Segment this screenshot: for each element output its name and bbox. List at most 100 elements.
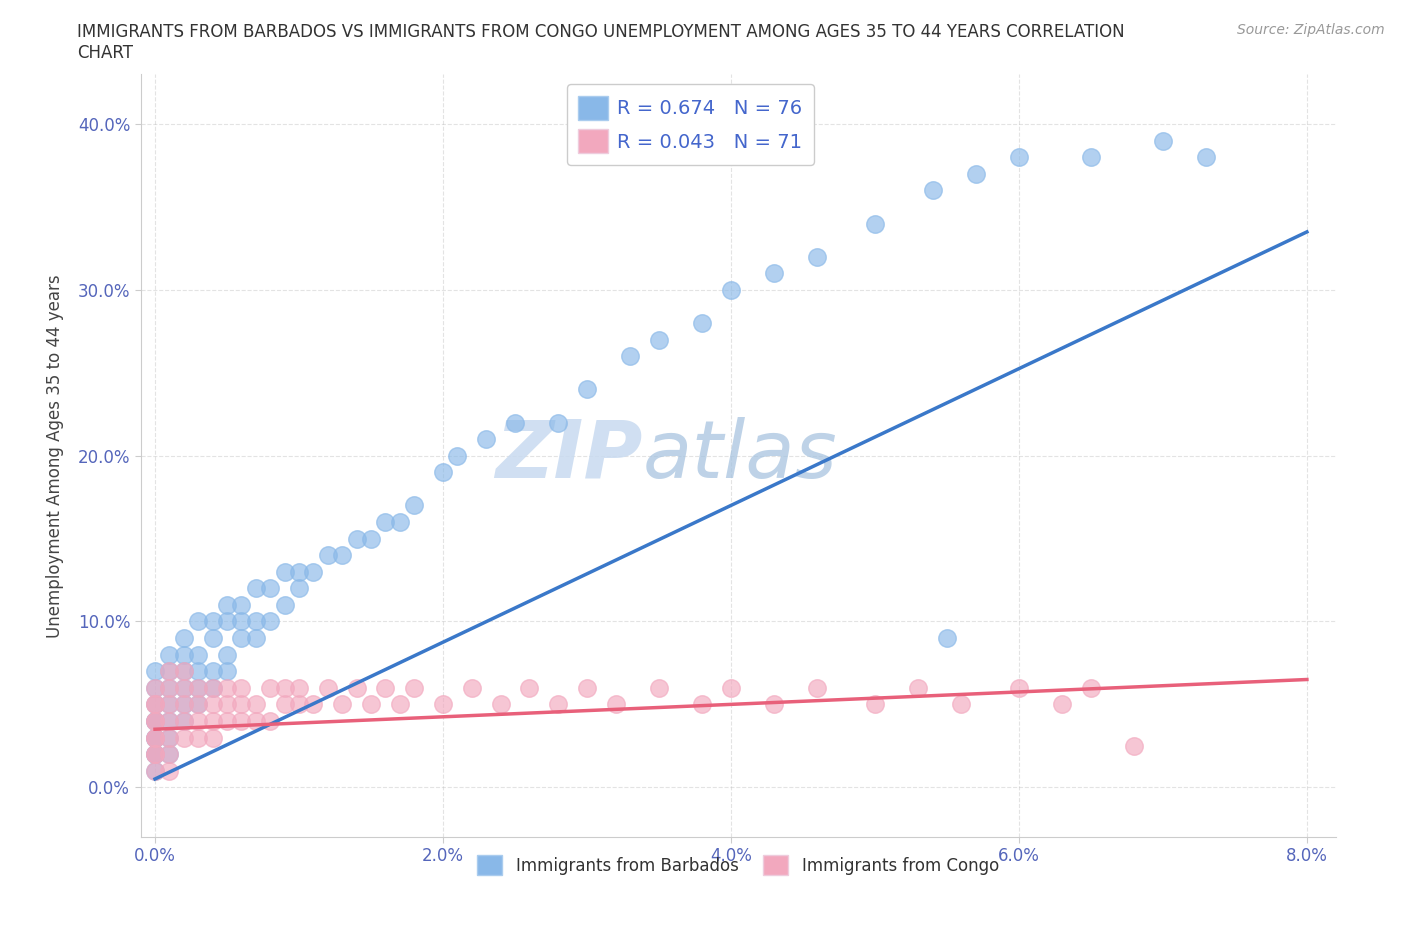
Point <box>404 498 426 512</box>
Point <box>231 631 253 645</box>
Point <box>388 697 411 711</box>
Point <box>201 713 224 728</box>
Point <box>330 548 353 563</box>
Point <box>215 697 238 711</box>
Point <box>143 681 166 696</box>
Point <box>201 681 224 696</box>
Point <box>187 681 209 696</box>
Point <box>489 697 512 711</box>
Point <box>259 681 281 696</box>
Point <box>346 681 368 696</box>
Point <box>173 664 195 679</box>
Point <box>1008 150 1031 165</box>
Point <box>519 681 541 696</box>
Point <box>461 681 484 696</box>
Point <box>302 697 325 711</box>
Point <box>215 681 238 696</box>
Point <box>173 697 195 711</box>
Point <box>259 581 281 596</box>
Point <box>475 432 498 446</box>
Point <box>1123 738 1146 753</box>
Point <box>157 681 180 696</box>
Point <box>187 730 209 745</box>
Point <box>231 614 253 629</box>
Point <box>763 697 786 711</box>
Point <box>806 249 828 264</box>
Point <box>575 382 598 397</box>
Point <box>143 713 166 728</box>
Point <box>648 681 671 696</box>
Text: atlas: atlas <box>643 417 838 495</box>
Point <box>245 581 267 596</box>
Point <box>173 713 195 728</box>
Point <box>143 730 166 745</box>
Point <box>143 713 166 728</box>
Point <box>143 747 166 762</box>
Point <box>143 681 166 696</box>
Point <box>863 697 886 711</box>
Point <box>575 681 598 696</box>
Point <box>157 664 180 679</box>
Point <box>245 697 267 711</box>
Point <box>404 681 426 696</box>
Text: ZIP: ZIP <box>495 417 643 495</box>
Point <box>316 548 339 563</box>
Point <box>1008 681 1031 696</box>
Point <box>143 713 166 728</box>
Point <box>157 764 180 778</box>
Point <box>446 448 468 463</box>
Point <box>273 565 295 579</box>
Point <box>547 415 569 430</box>
Point <box>231 713 253 728</box>
Point <box>288 697 311 711</box>
Point <box>173 681 195 696</box>
Point <box>330 697 353 711</box>
Point <box>173 730 195 745</box>
Point <box>1080 681 1102 696</box>
Point <box>432 465 454 480</box>
Point <box>215 713 238 728</box>
Point <box>143 697 166 711</box>
Point <box>1195 150 1218 165</box>
Point <box>143 697 166 711</box>
Point <box>157 647 180 662</box>
Point <box>157 664 180 679</box>
Point <box>215 597 238 612</box>
Point <box>648 332 671 347</box>
Point <box>157 713 180 728</box>
Point <box>215 664 238 679</box>
Point <box>720 283 742 298</box>
Text: Source: ZipAtlas.com: Source: ZipAtlas.com <box>1237 23 1385 37</box>
Point <box>143 764 166 778</box>
Point <box>316 681 339 696</box>
Point <box>360 697 382 711</box>
Point <box>374 514 396 529</box>
Point <box>187 697 209 711</box>
Point <box>245 631 267 645</box>
Point <box>1080 150 1102 165</box>
Point <box>157 747 180 762</box>
Point <box>187 664 209 679</box>
Point <box>187 713 209 728</box>
Point <box>187 614 209 629</box>
Text: IMMIGRANTS FROM BARBADOS VS IMMIGRANTS FROM CONGO UNEMPLOYMENT AMONG AGES 35 TO : IMMIGRANTS FROM BARBADOS VS IMMIGRANTS F… <box>77 23 1125 41</box>
Point <box>201 614 224 629</box>
Point <box>806 681 828 696</box>
Point <box>201 681 224 696</box>
Point <box>720 681 742 696</box>
Point <box>950 697 973 711</box>
Point <box>245 713 267 728</box>
Point <box>388 514 411 529</box>
Point <box>187 681 209 696</box>
Point <box>215 614 238 629</box>
Point <box>619 349 641 364</box>
Point <box>245 614 267 629</box>
Point <box>288 565 311 579</box>
Point <box>201 631 224 645</box>
Point <box>201 664 224 679</box>
Point <box>605 697 627 711</box>
Point <box>259 614 281 629</box>
Point <box>215 647 238 662</box>
Point <box>763 266 786 281</box>
Text: CHART: CHART <box>77 44 134 61</box>
